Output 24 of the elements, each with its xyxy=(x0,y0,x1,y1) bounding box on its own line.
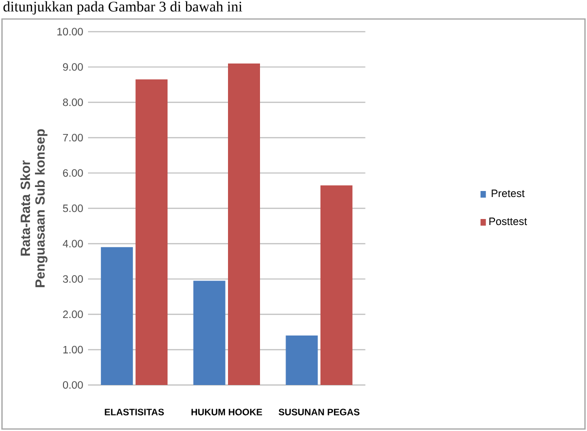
y-tick-label: 8.00 xyxy=(62,98,83,106)
y-tick-label: 2.00 xyxy=(63,310,83,318)
y-tick-label: 5.00 xyxy=(62,204,83,212)
bar xyxy=(320,185,352,385)
bar xyxy=(286,336,318,385)
bar xyxy=(193,280,226,385)
y-tick-label: 3.00 xyxy=(62,275,83,283)
y-tick-label: 1.00 xyxy=(63,346,83,354)
y-tick-label: 7.00 xyxy=(63,134,83,142)
legend-label: Posttest xyxy=(489,218,527,226)
y-tick-label: 4.00 xyxy=(62,240,83,248)
y-tick-label: 0.00 xyxy=(62,381,83,389)
y-tick-label: 10.00 xyxy=(57,28,83,36)
x-tick-label: HUKUM HOOKE xyxy=(192,408,262,416)
x-tick-label: ELASTISITAS xyxy=(104,408,164,416)
legend-label: Pretest xyxy=(492,190,525,198)
y-tick-label: 6.00 xyxy=(63,169,83,177)
y-axis-title: Rata-Rata Skor Penguasaan Sub konsep xyxy=(20,129,48,288)
bar xyxy=(228,63,260,385)
bar xyxy=(136,79,168,385)
text: ditunjukkan pada Gambar 3 di bawah ini xyxy=(3,1,242,15)
bar xyxy=(100,247,133,385)
x-tick-label: SUSUNAN PEGAS xyxy=(278,408,360,416)
y-tick-label: 9.00 xyxy=(63,63,83,71)
